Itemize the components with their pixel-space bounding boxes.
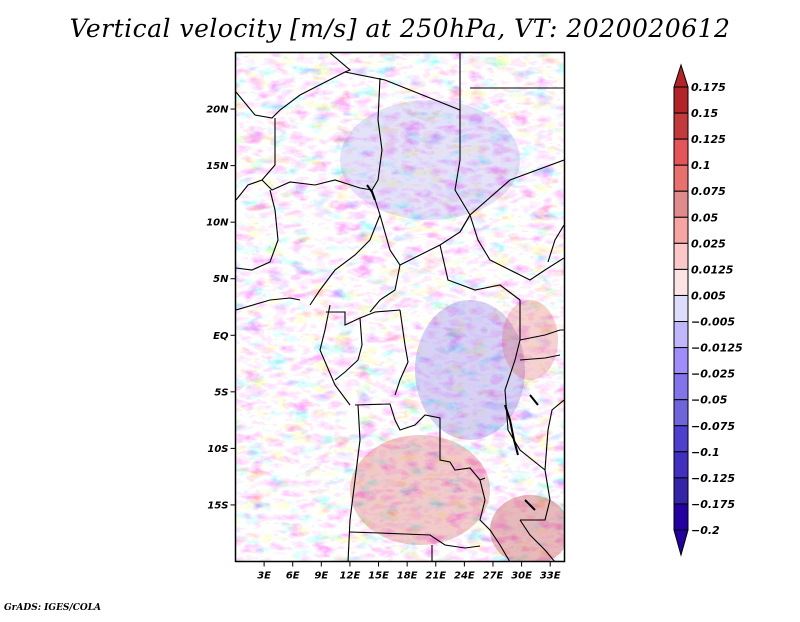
lat-tick-label: 5N: [213, 274, 229, 285]
colorbar-box: [674, 322, 688, 348]
colorbar-label: 0.175: [691, 81, 726, 94]
colorbar-label: 0.05: [691, 211, 718, 224]
colorbar-lower-arrow: [674, 530, 688, 555]
colorbar-label: 0.075: [691, 185, 726, 198]
sahara-subsidence-region: [340, 100, 520, 220]
colorbar-box: [674, 87, 688, 113]
longitude-axis: 3E 6E 9E 12E 15E 18E 21E 24E 27E 30E 33E: [257, 562, 561, 582]
figure-svg: 20N 15N 10N 5N EQ 5S 10S 15S 3E 6E 9E 12E 15E 18E 21E…: [0, 0, 800, 618]
colorbar-box: [674, 400, 688, 426]
lat-tick-label: 15S: [207, 500, 228, 511]
lat-tick-label: 5S: [214, 387, 228, 398]
colorbar-box: [674, 426, 688, 452]
colorbar-box: [674, 478, 688, 504]
lat-tick-label: 10N: [206, 218, 229, 229]
lon-tick-label: 9E: [314, 571, 328, 582]
east-africa-ascent-region: [502, 300, 558, 380]
lat-tick-label: EQ: [213, 331, 229, 342]
colorbar-label: 0.1: [691, 159, 711, 172]
lon-tick-label: 30E: [511, 571, 532, 582]
colorbar-box: [674, 165, 688, 191]
colorbar-label: −0.025: [691, 368, 735, 381]
angola-ascent-region: [350, 435, 490, 545]
colorbar-label: 0.15: [691, 107, 718, 120]
colorbar-label: −0.005: [691, 316, 735, 329]
colorbar-label: −0.0125: [691, 342, 743, 355]
vertical-velocity-field: [236, 53, 570, 565]
latitude-axis: 20N 15N 10N 5N EQ 5S 10S 15S: [206, 105, 235, 512]
lon-tick-label: 18E: [397, 571, 418, 582]
colorbar-label: 0.025: [691, 237, 726, 250]
colorbar-box: [674, 191, 688, 217]
lon-tick-label: 21E: [425, 571, 446, 582]
lon-tick-label: 15E: [368, 571, 389, 582]
colorbar-box: [674, 452, 688, 478]
colorbar-box: [674, 269, 688, 295]
grads-credit: GrADS: IGES/COLA: [4, 603, 101, 613]
colorbar-label: −0.175: [691, 498, 735, 511]
colorbar-label: −0.1: [691, 446, 720, 459]
lon-tick-label: 12E: [340, 571, 361, 582]
lat-tick-label: 20N: [206, 105, 229, 116]
lat-tick-label: 15N: [206, 161, 229, 172]
colorbar-label: −0.125: [691, 472, 735, 485]
figure: 20N 15N 10N 5N EQ 5S 10S 15S 3E 6E 9E 12E 15E 18E 21E…: [0, 0, 800, 618]
colorbar-box: [674, 217, 688, 243]
colorbar-label: 0.125: [691, 133, 726, 146]
colorbar-box: [674, 139, 688, 165]
lon-tick-label: 24E: [454, 571, 475, 582]
colorbar-box: [674, 295, 688, 321]
colorbar-label: −0.05: [691, 394, 728, 407]
colorbar-box: [674, 113, 688, 139]
lon-tick-label: 33E: [540, 571, 561, 582]
colorbar-box: [674, 374, 688, 400]
colorbar: 0.175 0.15 0.125 0.1 0.075 0.05 0.025 0.0125 0.0…: [674, 65, 743, 555]
colorbar-box: [674, 243, 688, 269]
colorbar-box: [674, 348, 688, 374]
colorbar-label: 0.005: [691, 289, 726, 302]
lat-tick-label: 10S: [207, 444, 228, 455]
colorbar-upper-arrow: [674, 65, 688, 87]
colorbar-box: [674, 504, 688, 530]
lon-tick-label: 3E: [257, 571, 271, 582]
colorbar-label: 0.0125: [691, 263, 734, 276]
colorbar-label: −0.075: [691, 420, 735, 433]
lon-tick-label: 6E: [286, 571, 300, 582]
colorbar-label: −0.2: [691, 524, 720, 537]
lon-tick-label: 27E: [483, 571, 504, 582]
